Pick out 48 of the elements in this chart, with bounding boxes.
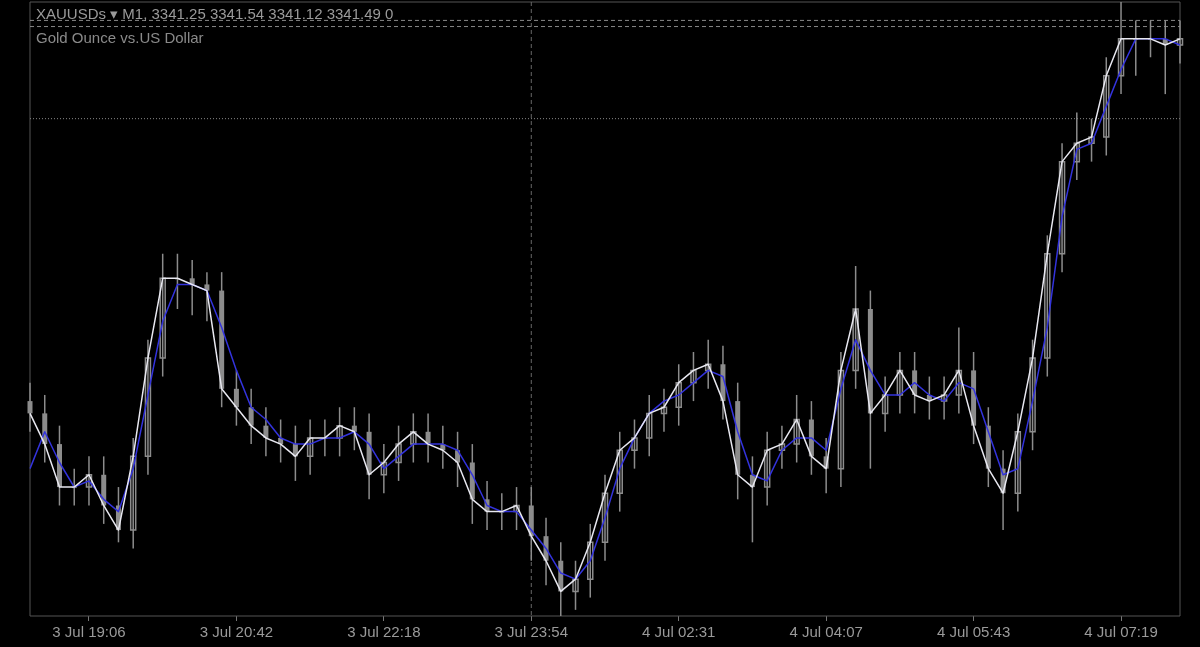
candlestick <box>837 351 845 488</box>
x-tick-label: 3 Jul 22:18 <box>347 623 421 641</box>
candlestick <box>144 338 152 476</box>
candlestick <box>27 381 33 433</box>
candlestick <box>690 351 697 402</box>
candlestick <box>601 474 609 562</box>
candlestick <box>763 431 771 507</box>
candlestick <box>940 375 948 421</box>
candlestick <box>896 351 904 415</box>
candlestick <box>778 424 786 470</box>
candlestick <box>306 418 314 476</box>
chart-title: XAUUSDs ▾ M1, 3341.25 3341.54 3341.12 3341.49 0 <box>36 5 394 23</box>
x-tick-label: 4 Jul 05:43 <box>936 623 1011 641</box>
candlestick <box>1088 117 1095 163</box>
x-tick-label: 4 Jul 02:31 <box>642 623 716 641</box>
x-tick-label: 4 Jul 04:07 <box>789 623 863 641</box>
candlestick <box>336 406 343 458</box>
candlestick <box>1058 142 1066 273</box>
candlestick <box>159 252 166 378</box>
candlestick <box>380 443 388 494</box>
candlestick <box>129 437 137 550</box>
candlestick <box>793 394 800 464</box>
candlestick <box>499 492 505 531</box>
candlestick <box>955 326 963 415</box>
candlestick <box>631 418 638 470</box>
candlestick <box>410 412 417 464</box>
x-tick-label: 3 Jul 19:06 <box>52 623 126 641</box>
candlestick <box>616 431 623 513</box>
candlestick <box>572 559 579 611</box>
candlestick <box>1029 338 1036 451</box>
candlestick <box>85 455 93 507</box>
candlestick <box>587 523 594 599</box>
candlestick <box>675 363 682 427</box>
candlestick <box>513 486 520 531</box>
candlestick <box>1044 234 1051 378</box>
x-tick-label: 3 Jul 20:42 <box>199 623 274 641</box>
candlestick <box>660 388 668 433</box>
candlestick <box>1014 412 1022 513</box>
candlestick <box>204 271 210 323</box>
candlestick <box>852 265 859 390</box>
candlestick <box>395 424 402 482</box>
candlestick <box>189 259 195 316</box>
candlestick <box>881 375 889 433</box>
x-tick-label: 4 Jul 07:19 <box>1084 623 1158 641</box>
candlestick <box>704 338 712 390</box>
text: Gold Ounce vs.US Dollar <box>36 29 204 46</box>
x-tick-label: 3 Jul 23:54 <box>494 623 568 641</box>
candlestick <box>645 394 653 458</box>
